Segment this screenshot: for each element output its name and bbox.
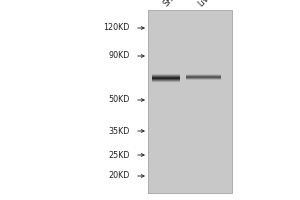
Text: 20KD: 20KD: [109, 171, 130, 180]
Text: 25KD: 25KD: [109, 150, 130, 160]
Text: Liver: Liver: [196, 0, 216, 8]
Text: 120KD: 120KD: [103, 23, 130, 32]
Text: SH-SY5Y: SH-SY5Y: [162, 0, 192, 8]
Text: 50KD: 50KD: [109, 96, 130, 104]
Bar: [148, 10, 232, 193]
Text: 35KD: 35KD: [109, 127, 130, 136]
Text: 90KD: 90KD: [109, 51, 130, 60]
